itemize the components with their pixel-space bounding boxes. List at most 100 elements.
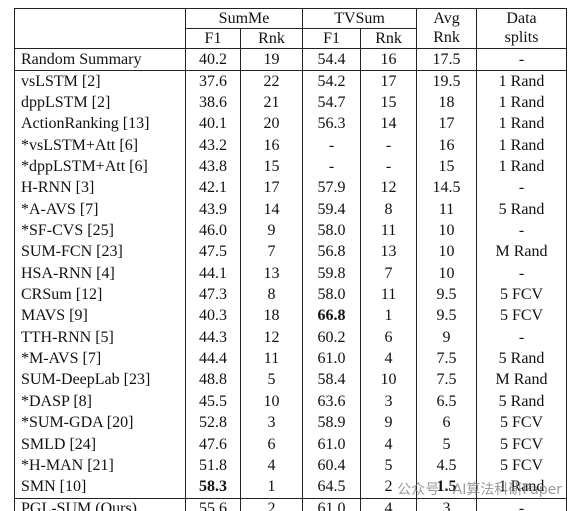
table-row: MAVS [9] 40.3 18 66.8 1 9.5 5 FCV bbox=[14, 305, 568, 328]
method-name: dppLSTM [2] bbox=[14, 92, 186, 114]
table-cell: 44.3 bbox=[185, 327, 241, 349]
table-cell: 11 bbox=[239, 348, 304, 370]
method-name: HSA-RNN [4] bbox=[14, 263, 186, 285]
table-cell: 11 bbox=[416, 199, 478, 221]
method-name: SMN [10] bbox=[14, 476, 186, 499]
table-cell: 18 bbox=[239, 305, 304, 328]
header-cell: Rnk bbox=[239, 28, 304, 49]
table-cell: 2 bbox=[239, 497, 304, 511]
table-cell: 47.3 bbox=[185, 284, 241, 306]
table-cell: 44.4 bbox=[185, 348, 241, 370]
table-cell: 56.8 bbox=[302, 241, 362, 264]
table-cell: 63.6 bbox=[302, 391, 362, 413]
method-name: Random Summary bbox=[14, 48, 186, 71]
table-cell: 66.8 bbox=[302, 305, 362, 328]
header-cell: SumMe bbox=[184, 8, 304, 29]
table-cell: 3 bbox=[360, 391, 418, 413]
table-cell: 5 Rand bbox=[476, 391, 568, 413]
table-row: SUM-DeepLab [23] 48.8 5 58.4 10 7.5 M Rand bbox=[14, 369, 568, 392]
table-cell: 1 bbox=[239, 476, 304, 499]
table-cell: 61.0 bbox=[302, 497, 362, 511]
method-name: *A-AVS [7] bbox=[14, 199, 186, 221]
table-cell: 43.2 bbox=[185, 135, 241, 157]
table-cell: - bbox=[476, 220, 568, 242]
table-row: SMN [10] 58.3 1 64.5 2 1.5 1 Rand bbox=[14, 476, 568, 499]
table-cell: 3 bbox=[416, 497, 478, 511]
table-cell: 57.9 bbox=[302, 177, 362, 200]
table-cell: 13 bbox=[360, 241, 418, 264]
table-cell: 10 bbox=[416, 241, 478, 264]
method-name: *DASP [8] bbox=[14, 391, 186, 413]
header-cell: TVSum bbox=[302, 8, 418, 29]
table-cell: 59.4 bbox=[302, 199, 362, 221]
table-cell: 21 bbox=[239, 92, 304, 114]
table-cell: 9.5 bbox=[416, 284, 478, 306]
table-cell: 58.9 bbox=[302, 412, 362, 434]
table-cell: 47.5 bbox=[185, 241, 241, 264]
table-cell: 44.1 bbox=[185, 263, 241, 285]
table-cell: 4 bbox=[239, 455, 304, 477]
table-cell: 14.5 bbox=[416, 177, 478, 200]
table-cell: 1 Rand bbox=[476, 135, 568, 157]
table-cell: 6 bbox=[360, 327, 418, 349]
table-row: *SF-CVS [25] 46.0 9 58.0 11 10- bbox=[14, 220, 568, 242]
table-cell: 37.6 bbox=[185, 70, 241, 93]
table-cell: - bbox=[302, 156, 362, 178]
watermark: 公众号 · AI算法科研Paper bbox=[397, 482, 562, 498]
table-row: CRSum [12] 47.3 8 58.0 11 9.5 5 FCV bbox=[14, 284, 568, 306]
table-cell: - bbox=[476, 497, 568, 511]
table-cell: 5 bbox=[239, 369, 304, 392]
table-row: dppLSTM [2] 38.6 21 54.7 15 18 1 Rand bbox=[14, 92, 568, 114]
table-cell: 10 bbox=[360, 369, 418, 392]
table-cell: 4 bbox=[360, 433, 418, 456]
table-cell: 1 Rand bbox=[476, 92, 568, 114]
table-cell: 43.8 bbox=[185, 156, 241, 178]
table-cell: 43.9 bbox=[185, 199, 241, 221]
table-cell: 7.5 bbox=[416, 369, 478, 392]
method-name: *dppLSTM+Att [6] bbox=[14, 156, 186, 178]
table-cell: 16 bbox=[239, 135, 304, 157]
table-cell: 54.7 bbox=[302, 92, 362, 114]
table-row: *vsLSTM+Att [6] 43.2 16- -16 1 Rand bbox=[14, 135, 568, 157]
table-cell: 45.5 bbox=[185, 391, 241, 413]
method-name: CRSum [12] bbox=[14, 284, 186, 306]
table-cell: 11 bbox=[360, 284, 418, 306]
table-cell: 38.6 bbox=[185, 92, 241, 114]
table-row: *A-AVS [7] 43.9 14 59.4 8 11 5 Rand bbox=[14, 199, 568, 221]
header-cell: F1 bbox=[302, 28, 362, 49]
table-cell: 8 bbox=[239, 284, 304, 306]
table-cell: 8 bbox=[360, 199, 418, 221]
method-name: *M-AVS [7] bbox=[14, 348, 186, 370]
table-cell: 40.3 bbox=[185, 305, 241, 328]
table-cell: 16 bbox=[416, 135, 478, 157]
table-cell: 58.3 bbox=[185, 476, 241, 499]
header-cell: Rnk bbox=[360, 28, 418, 49]
table-row: TTH-RNN [5] 44.3 12 60.2 6 9- bbox=[14, 327, 568, 349]
table-cell: 61.0 bbox=[302, 433, 362, 456]
table-cell: 60.4 bbox=[302, 455, 362, 477]
table-cell: - bbox=[476, 177, 568, 200]
table-row: HSA-RNN [4] 44.1 13 59.8 7 10- bbox=[14, 263, 568, 285]
table-cell: 10 bbox=[416, 263, 478, 285]
table-cell: 13 bbox=[239, 263, 304, 285]
header-cell: Avg bbox=[416, 8, 478, 29]
table-cell: 18 bbox=[416, 92, 478, 114]
table-cell: 48.8 bbox=[185, 369, 241, 392]
table-cell: 14 bbox=[239, 199, 304, 221]
table-cell: 5 FCV bbox=[476, 284, 568, 306]
method-name: *SUM-GDA [20] bbox=[14, 412, 186, 434]
table-cell: - bbox=[476, 48, 568, 71]
table-cell: 17 bbox=[239, 177, 304, 200]
table-cell: 5 FCV bbox=[476, 412, 568, 434]
header-row: SumMe TVSum Avg Data bbox=[14, 8, 568, 49]
method-name: SUM-FCN [23] bbox=[14, 241, 186, 264]
table-row: vsLSTM [2] 37.6 22 54.2 17 19.5 1 Rand bbox=[14, 70, 568, 93]
table-cell: 17 bbox=[416, 113, 478, 136]
table-row: SUM-FCN [23] 47.5 7 56.8 13 10 M Rand bbox=[14, 241, 568, 264]
table-cell: 11 bbox=[360, 220, 418, 242]
table-cell: 5 Rand bbox=[476, 348, 568, 370]
table-cell: 1.5 bbox=[416, 476, 478, 499]
table-cell: 64.5 bbox=[302, 476, 362, 499]
table-cell: 42.1 bbox=[185, 177, 241, 200]
table-cell: - bbox=[476, 327, 568, 349]
